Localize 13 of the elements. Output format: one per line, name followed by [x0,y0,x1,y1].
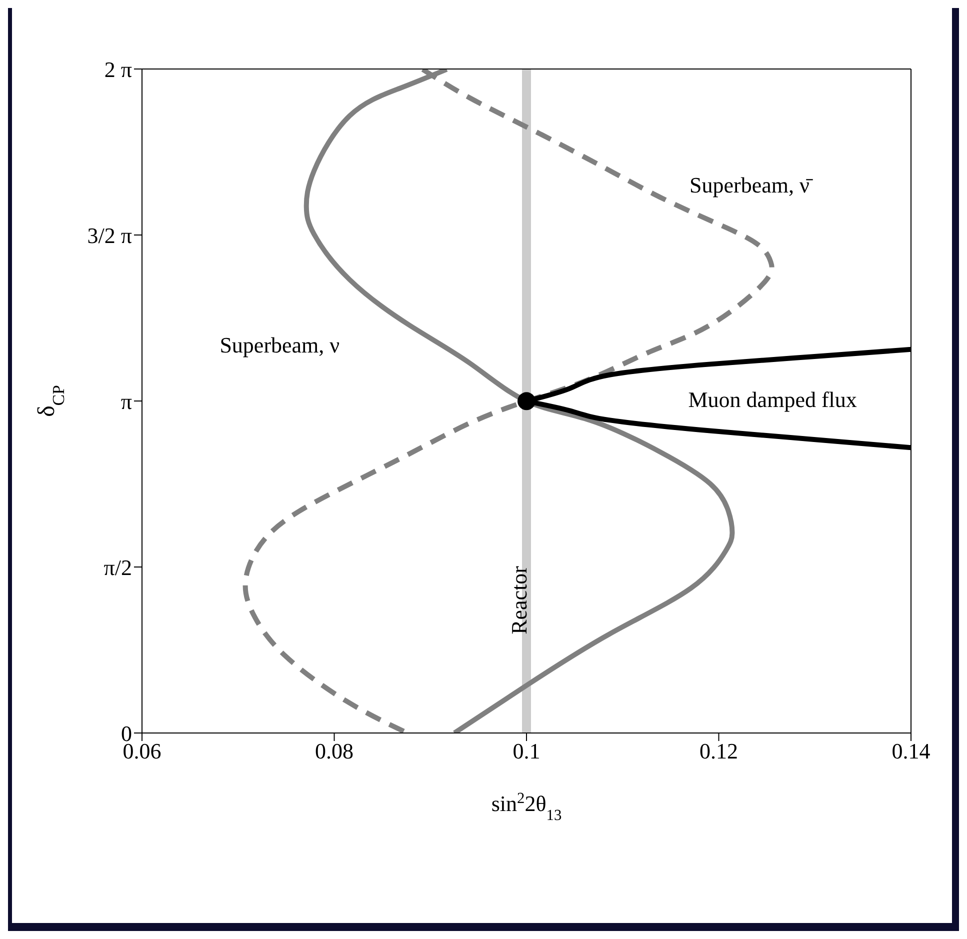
x-tick-label: 0.1 [512,738,540,764]
y-tick-label: π [120,388,132,414]
x-tick-label: 0.08 [315,738,354,764]
x-tick-label: 0.12 [700,738,738,764]
y-tick-label: 2 π [104,56,132,82]
ref-line-label: Reactor [506,565,531,634]
y-tick-label: 3/2 π [87,222,132,248]
x-tick-label: 0.14 [892,738,930,764]
x-axis-title: sin$^{2}$2θ$_{13}$ [491,790,562,824]
annotation: Superbeam, ν̄ [690,172,814,198]
annotation: Muon damped flux [688,386,857,412]
y-tick-label: π/2 [104,554,132,580]
annotation: Superbeam, ν [220,332,340,358]
